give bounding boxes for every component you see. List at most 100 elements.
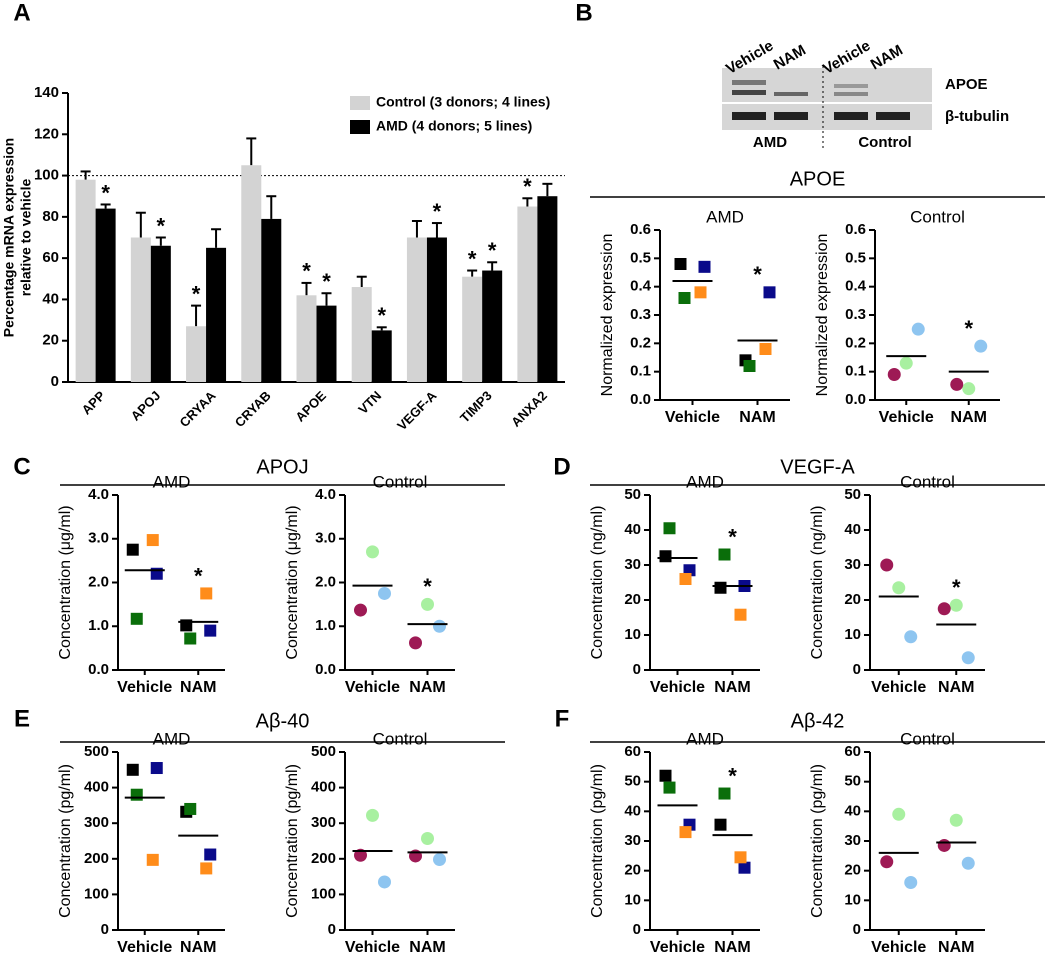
significance: * (952, 575, 961, 600)
y-tick-label: 40 (624, 521, 641, 538)
x-tick-label: NAM (739, 409, 775, 426)
y-tick-label: 40 (844, 521, 861, 538)
y-tick-label: 0.3 (845, 306, 866, 323)
band (834, 92, 868, 96)
y-tick-label: 20 (624, 591, 641, 608)
x-tick-label: Vehicle (345, 679, 400, 696)
x-tick-label: NAM (409, 939, 445, 956)
point (204, 624, 217, 637)
point (880, 558, 894, 572)
y-axis-label: Concentration (ng/ml) (809, 506, 826, 660)
y-tick-label: 100 (84, 885, 109, 902)
point (887, 368, 901, 381)
bar (261, 218, 282, 382)
y-tick-label: 1.0 (315, 617, 336, 634)
y-tick-label: 80 (42, 208, 59, 225)
point (184, 802, 197, 815)
y-tick-label: 0.1 (845, 363, 866, 380)
y-axis-label: Percentage mRNA expression (1, 138, 17, 337)
y-tick-label: 20 (624, 862, 641, 879)
section-title: APOJ (256, 456, 308, 478)
point (126, 763, 139, 776)
point (409, 636, 422, 650)
bar (95, 208, 116, 382)
point (714, 581, 727, 594)
y-tick-label: 0.5 (845, 249, 866, 266)
point (904, 630, 918, 644)
y-tick-label: 400 (84, 779, 109, 796)
y-tick-label: 0.2 (845, 334, 866, 351)
panel-label: E (14, 705, 30, 732)
significance: * (192, 281, 201, 306)
x-tick-label: CRYAB (232, 388, 274, 430)
y-tick-label: 4.0 (315, 486, 336, 503)
y-axis-label: Concentration (ng/ml) (589, 506, 606, 660)
significance: * (101, 180, 110, 205)
point (366, 808, 379, 822)
bar (462, 276, 483, 382)
panel-label: C (13, 453, 30, 480)
y-tick-label: 120 (34, 125, 59, 142)
y-tick-label: 1.0 (88, 617, 109, 634)
point (146, 853, 159, 866)
significance: * (728, 763, 737, 788)
plot-title: AMD (153, 729, 191, 748)
y-tick-label: 50 (844, 773, 861, 790)
bar (517, 206, 538, 382)
bar (186, 326, 207, 382)
y-tick-label: 0.6 (845, 221, 866, 238)
significance: * (377, 303, 386, 328)
point (679, 826, 692, 839)
y-tick-label: 20 (844, 862, 861, 879)
y-tick-label: 4.0 (88, 486, 109, 503)
y-tick-label: 0 (853, 661, 861, 678)
y-tick-label: 0.4 (630, 278, 652, 295)
significance: * (488, 238, 497, 263)
point (200, 587, 213, 600)
legend-swatch (350, 120, 370, 134)
point (714, 818, 727, 831)
bar (75, 179, 96, 382)
x-tick-label: ANXA2 (508, 388, 550, 430)
y-tick-label: 40 (42, 290, 59, 307)
section-title: VEGF-A (780, 456, 855, 478)
x-tick-label: NAM (409, 679, 445, 696)
y-tick-label: 140 (34, 84, 59, 101)
point (378, 875, 391, 889)
point (130, 612, 143, 625)
bar (206, 247, 227, 382)
y-tick-label: 20 (844, 591, 861, 608)
group-label: Control (858, 134, 911, 151)
x-tick-label: NAM (180, 679, 216, 696)
x-tick-label: NAM (180, 939, 216, 956)
point (974, 339, 988, 353)
y-tick-label: 0 (101, 921, 109, 938)
x-tick-label: VEGF-A (394, 388, 440, 434)
point (738, 861, 751, 874)
x-tick-label: APOE (292, 388, 329, 425)
band-label: APOE (945, 76, 988, 93)
significance: * (753, 262, 762, 287)
group-label: AMD (753, 134, 787, 151)
y-axis-label: Concentration (μg/ml) (57, 505, 74, 659)
y-tick-label: 2.0 (315, 573, 336, 590)
band (774, 92, 808, 96)
y-tick-label: 10 (844, 626, 861, 643)
x-tick-label: APOJ (128, 388, 164, 424)
y-tick-label: 0 (633, 661, 641, 678)
x-tick-label: NAM (951, 409, 987, 426)
point (962, 382, 976, 396)
point (937, 602, 951, 616)
point (433, 853, 446, 867)
y-tick-label: 0.0 (315, 661, 336, 678)
point (204, 848, 217, 861)
point (911, 322, 925, 336)
x-tick-label: Vehicle (650, 679, 705, 696)
bar (351, 287, 372, 382)
band (876, 112, 910, 120)
bar (316, 305, 337, 382)
y-tick-label: 50 (624, 486, 641, 503)
y-tick-label: 40 (844, 802, 861, 819)
y-tick-label: 0.4 (845, 278, 867, 295)
